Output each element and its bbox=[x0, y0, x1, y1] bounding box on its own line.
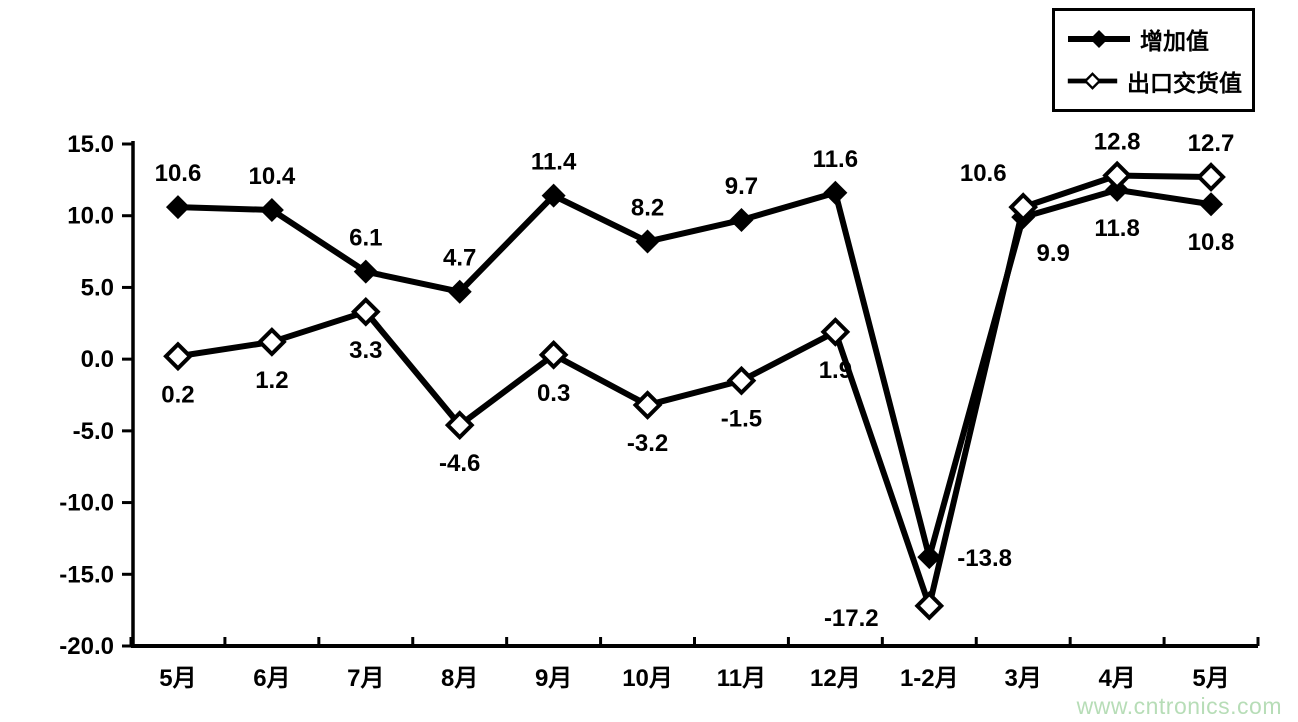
svg-text:12.8: 12.8 bbox=[1094, 129, 1141, 156]
svg-text:7月: 7月 bbox=[347, 665, 384, 692]
svg-text:0.2: 0.2 bbox=[161, 381, 194, 408]
svg-text:11月: 11月 bbox=[717, 665, 766, 692]
svg-text:1.9: 1.9 bbox=[819, 357, 852, 384]
svg-text:1.2: 1.2 bbox=[255, 367, 288, 394]
svg-text:-1.5: -1.5 bbox=[721, 406, 762, 433]
svg-text:-17.2: -17.2 bbox=[824, 605, 879, 632]
svg-text:10.6: 10.6 bbox=[960, 160, 1007, 187]
series-lines bbox=[177, 172, 1212, 609]
svg-text:-10.0: -10.0 bbox=[59, 490, 114, 517]
svg-text:-4.6: -4.6 bbox=[439, 450, 480, 477]
svg-text:9.7: 9.7 bbox=[725, 173, 758, 200]
svg-text:3.3: 3.3 bbox=[349, 337, 382, 364]
svg-text:12月: 12月 bbox=[810, 665, 861, 692]
svg-text:10月: 10月 bbox=[622, 665, 673, 692]
legend-item-added-value: 增加值 bbox=[1067, 22, 1242, 56]
svg-text:3月: 3月 bbox=[1005, 665, 1042, 692]
svg-text:4月: 4月 bbox=[1098, 665, 1135, 692]
watermark: www.cntronics.com bbox=[1076, 693, 1282, 719]
svg-text:-15.0: -15.0 bbox=[59, 561, 114, 588]
svg-text:9.9: 9.9 bbox=[1037, 240, 1070, 267]
svg-text:5.0: 5.0 bbox=[81, 274, 114, 301]
svg-text:-13.8: -13.8 bbox=[957, 545, 1012, 572]
x-axis-ticks: 5月 6月 7月 8月 9月 10月 11月 12月 1-2月 3月 4月 5月 bbox=[129, 637, 1260, 692]
svg-text:-3.2: -3.2 bbox=[627, 430, 668, 457]
svg-text:12.7: 12.7 bbox=[1188, 130, 1235, 157]
legend-label-export-delivery-value: 出口交货值 bbox=[1127, 70, 1242, 97]
svg-text:6月: 6月 bbox=[253, 665, 290, 692]
svg-text:15.0: 15.0 bbox=[67, 131, 114, 158]
svg-text:10.0: 10.0 bbox=[67, 203, 114, 230]
legend-item-export-delivery-value: 出口交货值 bbox=[1067, 64, 1242, 98]
series-markers bbox=[163, 160, 1226, 621]
svg-text:10.6: 10.6 bbox=[155, 160, 202, 187]
y-axis-ticks: 15.0 10.0 5.0 0.0 -5.0 -10.0 -15.0 -20.0 bbox=[59, 131, 133, 660]
svg-text:4.7: 4.7 bbox=[443, 245, 476, 272]
svg-text:9月: 9月 bbox=[535, 665, 572, 692]
svg-text:0.3: 0.3 bbox=[537, 380, 570, 407]
svg-text:11.8: 11.8 bbox=[1094, 215, 1139, 242]
svg-text:8月: 8月 bbox=[441, 665, 478, 692]
filled-diamond-marker-icon bbox=[1068, 29, 1130, 48]
svg-text:10.4: 10.4 bbox=[249, 163, 296, 190]
svg-text:11.4: 11.4 bbox=[531, 149, 577, 176]
svg-text:8.2: 8.2 bbox=[631, 195, 664, 222]
legend-label-added-value: 增加值 bbox=[1140, 27, 1209, 54]
open-diamond-marker-icon bbox=[1067, 72, 1118, 91]
svg-text:-5.0: -5.0 bbox=[73, 418, 114, 445]
svg-text:-20.0: -20.0 bbox=[59, 633, 114, 660]
svg-text:10.8: 10.8 bbox=[1188, 229, 1235, 256]
legend: 增加值 出口交货值 bbox=[1052, 8, 1255, 112]
svg-text:5月: 5月 bbox=[159, 665, 196, 692]
svg-text:0.0: 0.0 bbox=[81, 346, 114, 373]
svg-text:6.1: 6.1 bbox=[349, 225, 382, 252]
data-labels: 10.6 10.4 6.1 4.7 11.4 8.2 9.7 11.6 -13.8 9.9 11.8… bbox=[155, 129, 1235, 632]
svg-text:1-2月: 1-2月 bbox=[900, 665, 959, 692]
svg-text:11.6: 11.6 bbox=[813, 146, 858, 173]
svg-text:5月: 5月 bbox=[1192, 665, 1229, 692]
